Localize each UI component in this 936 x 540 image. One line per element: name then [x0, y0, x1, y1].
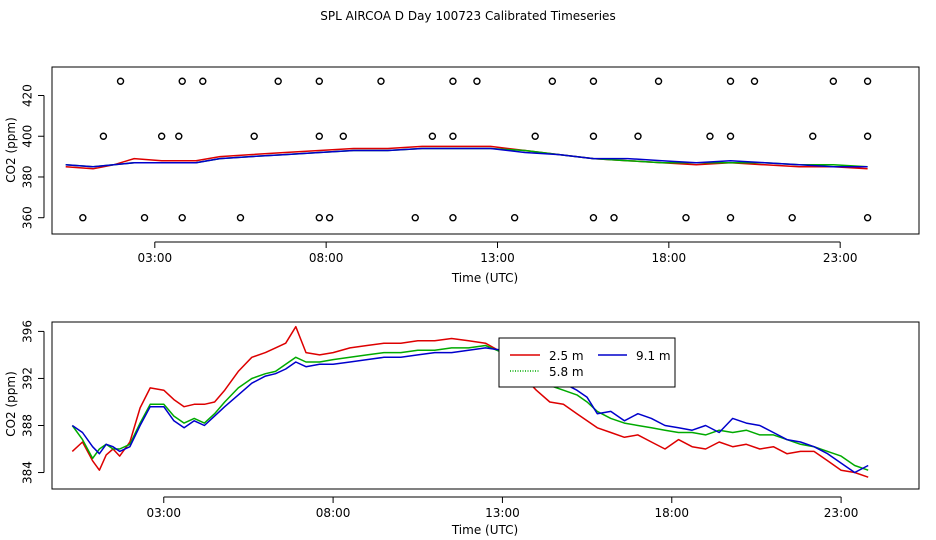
calibration-point [682, 214, 690, 222]
calibration-point [178, 77, 186, 85]
plot-frame [51, 321, 920, 490]
calibration-point [531, 132, 539, 140]
calibration-point [548, 77, 557, 85]
y-tick-label: 392 [21, 367, 35, 390]
x-tick-label: 18:00 [654, 506, 689, 520]
calibration-point [473, 77, 481, 85]
calibration-point [589, 214, 598, 222]
calibration-point [788, 214, 796, 222]
y-tick-label: 388 [21, 414, 35, 437]
calibration-point [654, 77, 663, 85]
calibration-point [377, 77, 385, 85]
calibration-point [274, 77, 282, 85]
x-tick-label: 13:00 [480, 251, 515, 265]
calibration-point [236, 214, 245, 222]
calibration-point [449, 214, 457, 222]
series-line-9-1-m [71, 347, 869, 474]
calibration-point [250, 132, 258, 140]
calibration-point [79, 214, 87, 222]
calibration-point [706, 132, 714, 140]
panel-bottom: 03:00 08:00 13:00 18:00 23:00 384 388 392 396 T… [4, 320, 920, 537]
x-tick-label: 08:00 [316, 506, 351, 520]
calibration-point [750, 77, 759, 85]
calibration-point [339, 132, 347, 140]
calibration-point [178, 214, 186, 222]
x-axis-label: Time (UTC) [451, 271, 518, 285]
calibration-point [428, 132, 437, 140]
chart-title: SPL AIRCOA D Day 100723 Calibrated Times… [320, 9, 616, 23]
x-tick-label: 13:00 [485, 506, 520, 520]
calibration-point [116, 77, 125, 85]
legend-box [498, 337, 676, 388]
series-line-2-5-m [71, 325, 869, 478]
x-tick-label: 03:00 [146, 506, 181, 520]
x-axis-label: Time (UTC) [451, 523, 518, 537]
x-tick-label: 18:00 [652, 251, 687, 265]
calibration-point [315, 132, 323, 140]
calibration-point [863, 132, 872, 140]
calibration-point [863, 77, 872, 85]
calibration-point [610, 214, 618, 222]
y-tick-label: 396 [21, 320, 35, 343]
calibration-point [726, 132, 735, 140]
legend-label-2-5m: 2.5 m [549, 349, 584, 363]
x-tick-label: 08:00 [309, 251, 344, 265]
calibration-point [726, 214, 735, 222]
legend-label-9-1m: 9.1 m [636, 349, 671, 363]
y-tick-label: 384 [21, 461, 35, 484]
series-line-5-8-m [71, 344, 869, 471]
x-tick-label: 03:00 [138, 251, 173, 265]
calibration-point [589, 77, 598, 85]
calibration-point [411, 214, 419, 222]
calibration-point [449, 132, 457, 140]
calibration-point [863, 214, 872, 222]
calibration-point [315, 77, 323, 85]
series-line-2-5-m [65, 145, 868, 170]
calibration-point [634, 132, 642, 140]
calibration-point [199, 77, 207, 85]
calibration-point [510, 214, 519, 222]
calibration-point [726, 77, 735, 85]
y-tick-label: 400 [21, 125, 35, 148]
series-line-9-1-m [65, 147, 868, 168]
calibration-point [157, 132, 166, 140]
calibration-point [589, 132, 598, 140]
y-axis-label: CO2 (ppm) [4, 371, 18, 437]
legend-label-5-8m: 5.8 m [549, 365, 584, 379]
calibration-point [449, 77, 457, 85]
calibration-point [809, 132, 817, 140]
y-tick-label: 420 [21, 84, 35, 107]
calibration-point [175, 132, 183, 140]
y-tick-label: 360 [21, 206, 35, 229]
calibration-point [829, 77, 838, 85]
calibration-point [315, 214, 323, 222]
plot-frame [51, 66, 920, 235]
y-axis-label: CO2 (ppm) [4, 117, 18, 183]
calibration-point [140, 214, 149, 222]
x-tick-label: 23:00 [824, 506, 859, 520]
calibration-point [325, 214, 334, 222]
x-tick-label: 23:00 [823, 251, 858, 265]
y-tick-label: 380 [21, 166, 35, 189]
panel-top: 03:00 08:00 13:00 18:00 23:00 360 380 400 420 T… [4, 66, 920, 285]
legend: 2.5 m 9.1 m 5.8 m [498, 337, 676, 388]
calibration-point [99, 132, 108, 140]
